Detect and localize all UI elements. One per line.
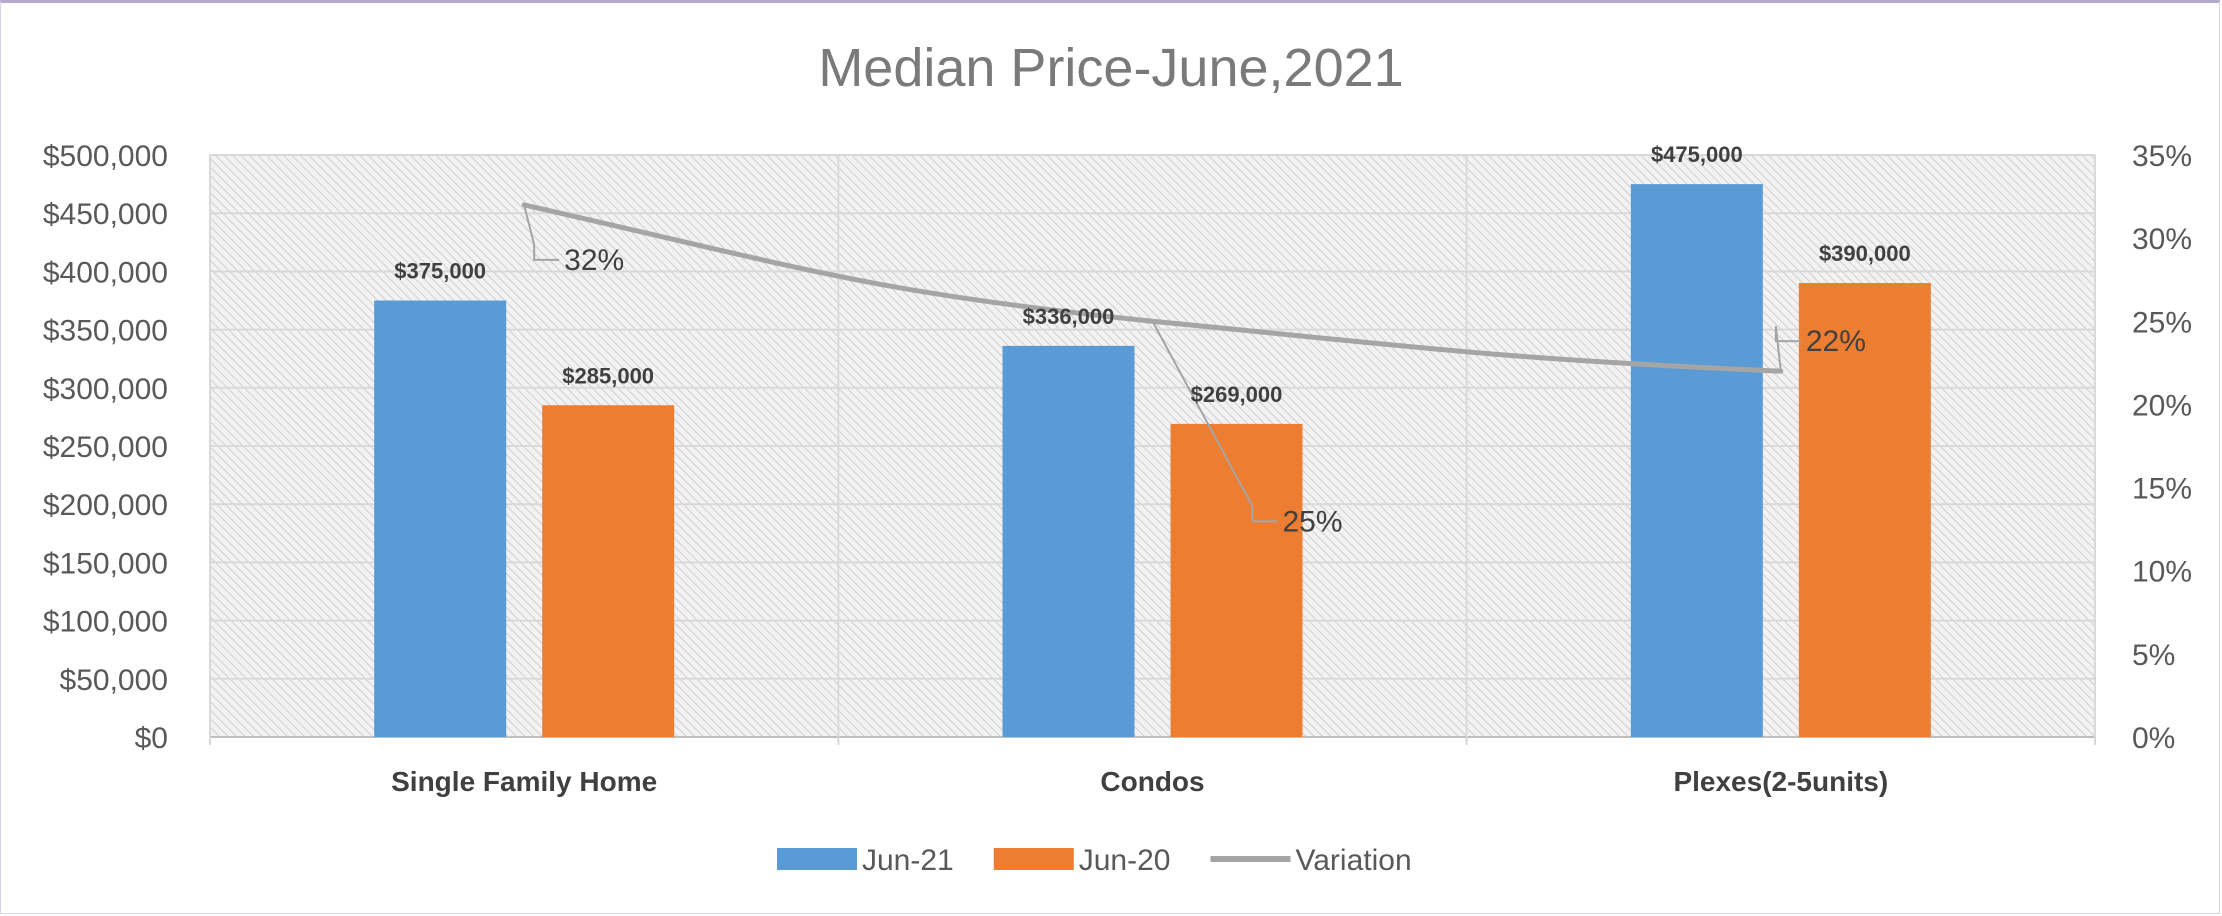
variation-data-label: 25% bbox=[1283, 505, 1343, 538]
category-label: Single Family Home bbox=[391, 766, 657, 797]
chart-title: Median Price-June,2021 bbox=[818, 38, 1403, 98]
bar-data-label: $375,000 bbox=[394, 259, 486, 284]
legend: Jun-21 Jun-20 Variation bbox=[777, 844, 1412, 877]
right-axis-tick-label: 25% bbox=[2132, 306, 2192, 339]
bar-jun-20 bbox=[1798, 283, 1931, 737]
left-axis-tick-label: $0 bbox=[135, 722, 168, 755]
left-axis-tick-label: $250,000 bbox=[43, 431, 168, 464]
right-axis-tick-label: 35% bbox=[2132, 140, 2192, 173]
left-axis-tick-label: $150,000 bbox=[43, 547, 168, 580]
bar-data-label: $285,000 bbox=[562, 363, 654, 388]
right-axis-tick-label: 10% bbox=[2132, 556, 2192, 589]
bar-data-label: $336,000 bbox=[1023, 304, 1115, 329]
right-axis-tick-label: 30% bbox=[2132, 223, 2192, 256]
left-axis-tick-label: $300,000 bbox=[43, 373, 168, 406]
right-axis-tick-label: 0% bbox=[2132, 722, 2175, 755]
right-axis-tick-label: 5% bbox=[2132, 639, 2175, 672]
bar-series bbox=[374, 184, 1931, 738]
variation-data-label: 22% bbox=[1806, 325, 1866, 358]
left-axis-tick-label: $200,000 bbox=[43, 489, 168, 522]
variation-data-label: 32% bbox=[564, 244, 624, 277]
legend-swatch-jun-21 bbox=[777, 848, 857, 870]
bar-data-label: $390,000 bbox=[1819, 241, 1911, 266]
left-axis-tick-label: $500,000 bbox=[43, 140, 168, 173]
legend-swatch-jun-20 bbox=[993, 848, 1074, 870]
legend-label: Jun-20 bbox=[1079, 844, 1171, 877]
bar-jun-20 bbox=[542, 405, 675, 737]
left-axis-tick-label: $400,000 bbox=[43, 256, 168, 289]
left-axis-ticks: $0 $50,000 $100,000 $150,000 $200,000 $250,00… bbox=[43, 140, 168, 755]
variation-leader-line bbox=[523, 204, 560, 261]
variation-leader-line bbox=[1774, 326, 1801, 372]
right-axis-tick-label: 20% bbox=[2132, 389, 2192, 422]
legend-label: Jun-21 bbox=[862, 844, 954, 877]
legend-label: Variation bbox=[1295, 844, 1411, 877]
category-labels: Single Family Home Condos Plexes(2-5units) bbox=[391, 766, 1888, 797]
right-axis-ticks: 0% 5% 10% 15% 20% 25% 30% 35% bbox=[2132, 140, 2192, 755]
variation-line-series: 32% 25% 22% bbox=[521, 202, 1866, 538]
bar-data-label: $475,000 bbox=[1651, 142, 1743, 167]
bar-data-label: $269,000 bbox=[1191, 382, 1283, 407]
left-axis-tick-label: $350,000 bbox=[43, 315, 168, 348]
bar-data-labels: $375,000 $336,000 $475,000 $285,000 $269,000… bbox=[394, 142, 1910, 407]
left-axis-tick-label: $450,000 bbox=[43, 198, 168, 231]
bar-jun-20 bbox=[1170, 423, 1303, 737]
bar-jun-21 bbox=[1002, 345, 1135, 737]
bar-jun-21 bbox=[374, 300, 507, 737]
gridlines bbox=[209, 154, 2096, 745]
left-axis-tick-label: $50,000 bbox=[60, 664, 168, 697]
category-label: Plexes(2-5units) bbox=[1673, 766, 1888, 797]
variation-leader-line bbox=[1151, 320, 1278, 523]
left-axis-tick-label: $100,000 bbox=[43, 606, 168, 639]
bar-jun-21 bbox=[1630, 184, 1763, 738]
category-label: Condos bbox=[1100, 766, 1204, 797]
right-axis-tick-label: 15% bbox=[2132, 473, 2192, 506]
